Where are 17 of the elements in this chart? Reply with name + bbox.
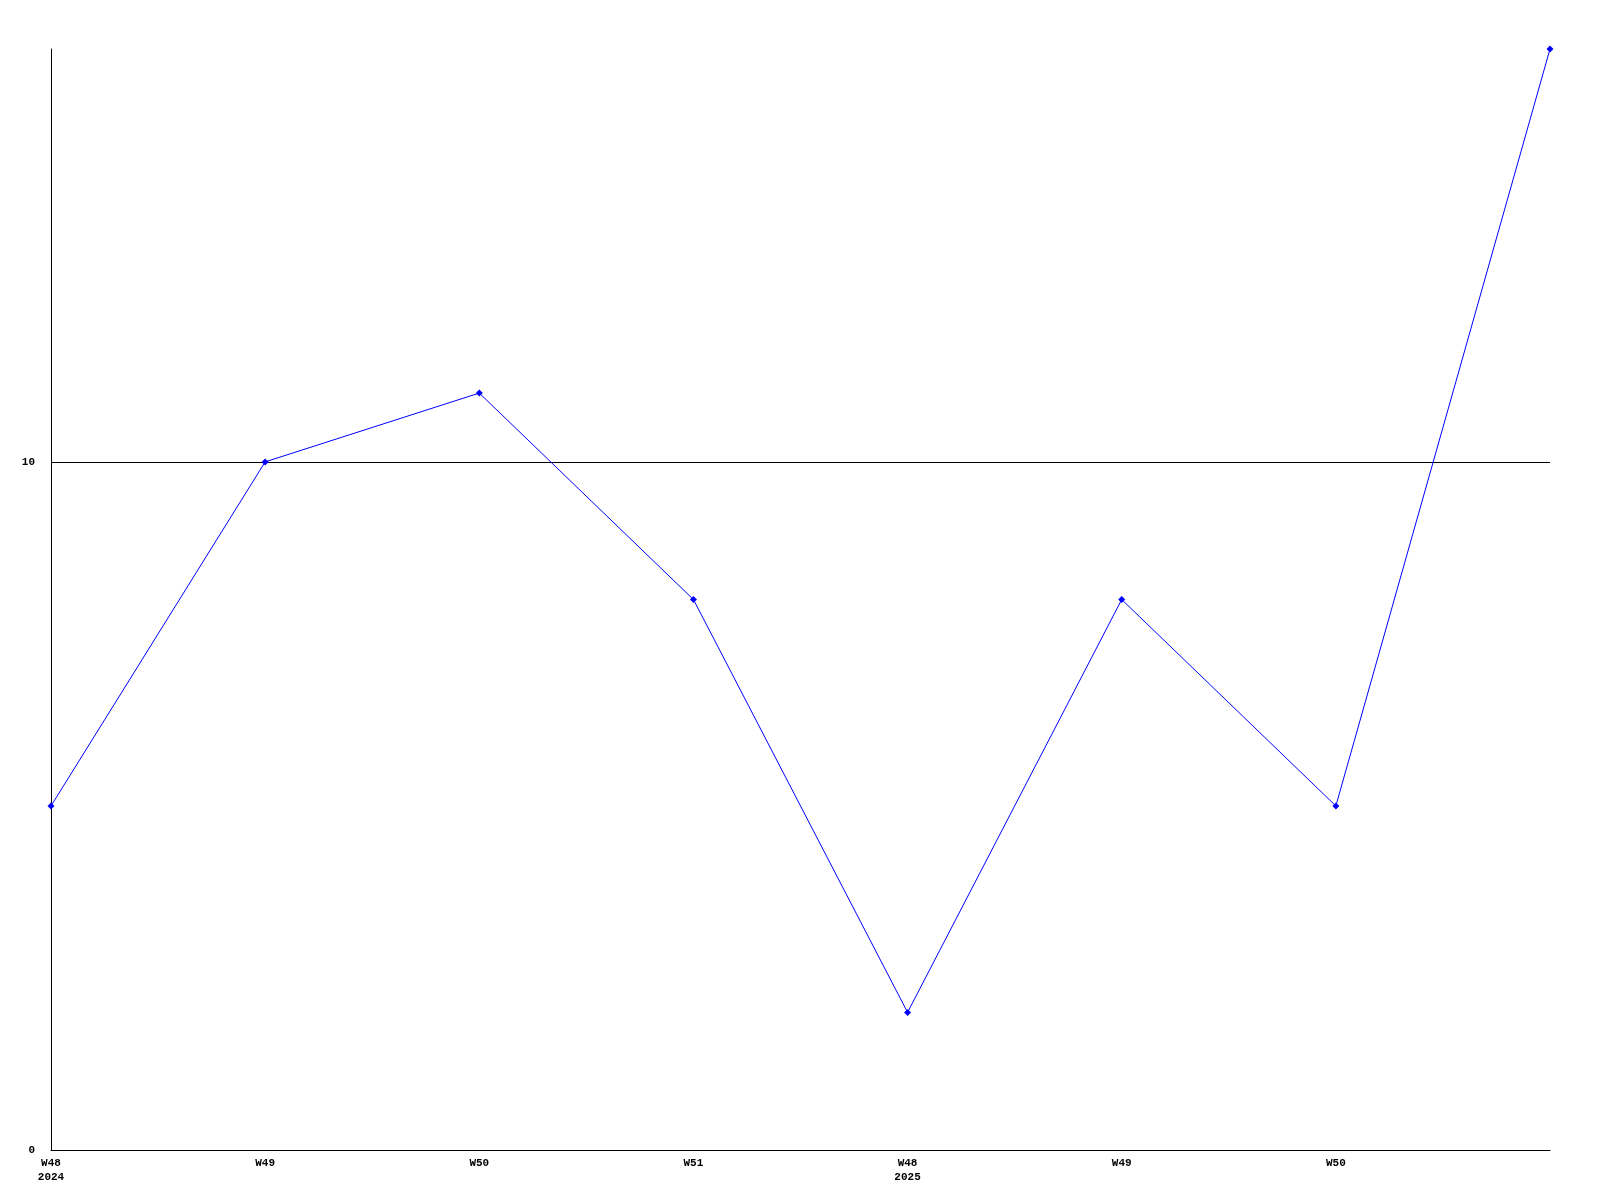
x-tick-label: W48 2024 — [37, 1157, 65, 1183]
point — [1118, 596, 1126, 603]
x-tick-label: W48 2025 — [894, 1157, 922, 1183]
x-tick-label: W51 — [683, 1157, 704, 1169]
point — [475, 389, 483, 397]
point — [904, 1008, 912, 1016]
y-tick-label: 10 — [21, 455, 35, 468]
point — [1546, 45, 1554, 53]
point — [1332, 802, 1340, 810]
x-tick-label: W50 — [1325, 1157, 1346, 1169]
point — [689, 596, 697, 603]
y-tick-label: 0 — [28, 1144, 35, 1156]
x-tick-label: W49 — [255, 1157, 276, 1169]
point — [47, 802, 55, 810]
point — [261, 458, 269, 466]
x-tick-label: W49 — [1111, 1157, 1132, 1169]
x-tick-label: W50 — [469, 1157, 490, 1169]
